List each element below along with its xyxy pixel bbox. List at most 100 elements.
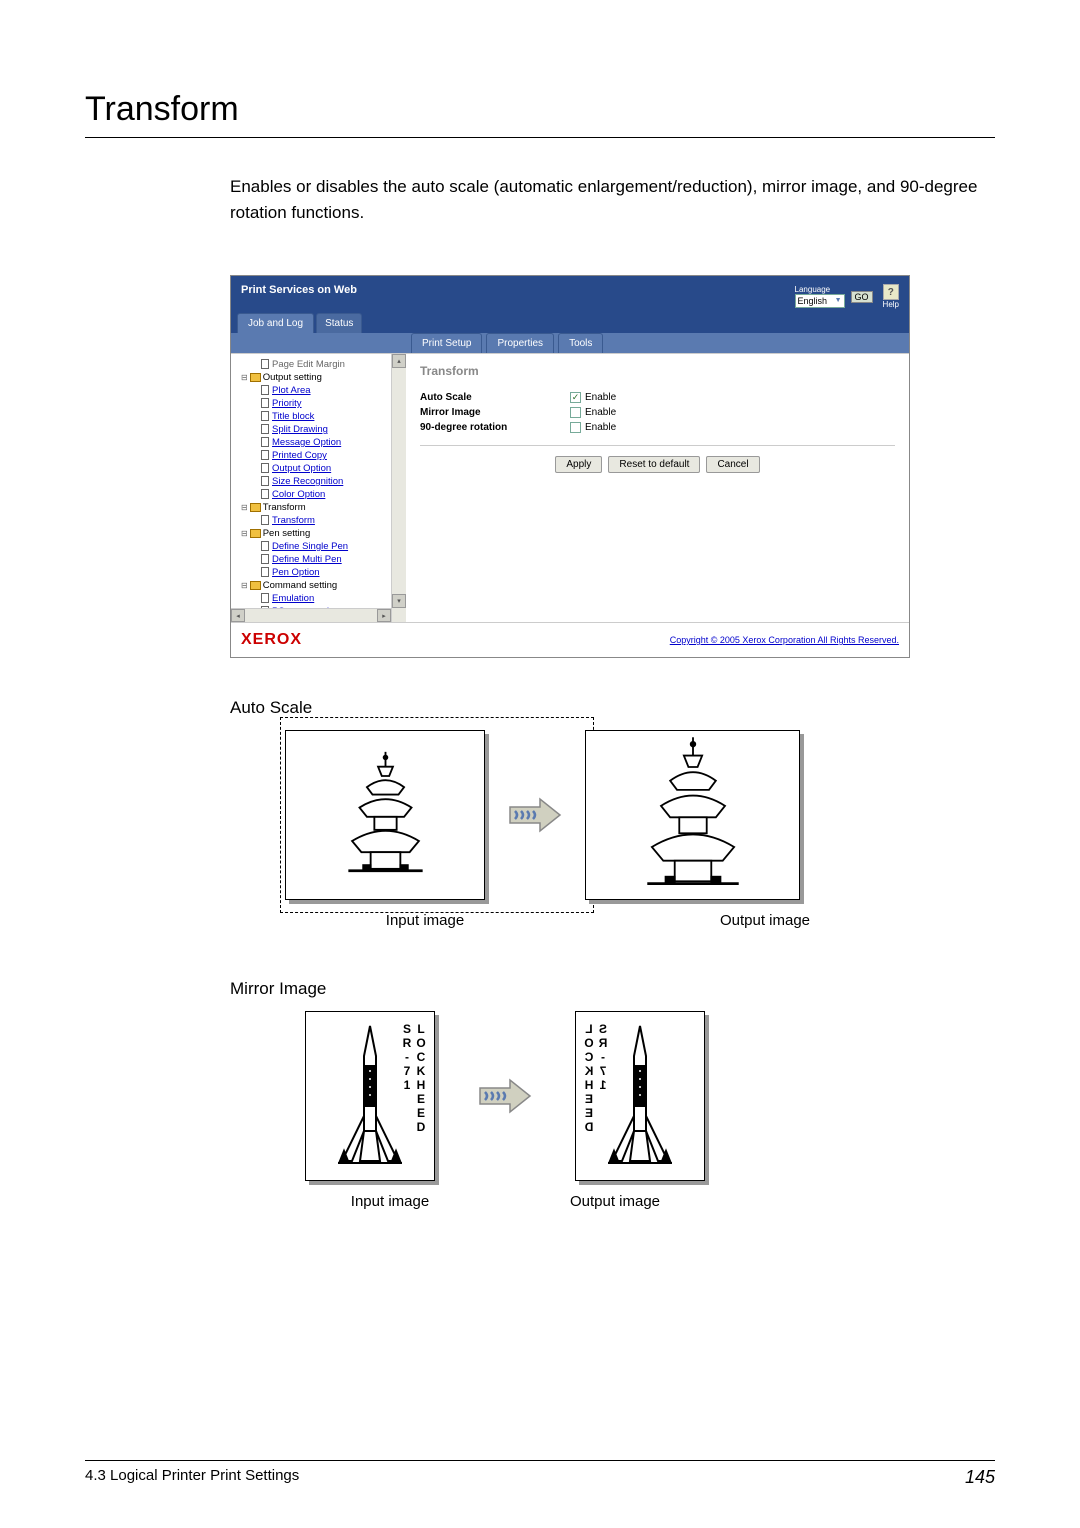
go-button[interactable]: GO	[851, 291, 873, 303]
form-row-autoscale: Auto Scale ✓ Enable	[420, 390, 895, 405]
tree-item[interactable]: Emulation	[233, 592, 403, 605]
mirror-input-box: LOCKHEED SR-71	[305, 1011, 435, 1181]
tree-item[interactable]: Page Edit Margin	[233, 358, 403, 371]
doc-icon	[261, 359, 269, 369]
scrollbar-vertical[interactable]: ▴ ▾	[391, 354, 406, 622]
tab-print-setup[interactable]: Print Setup	[411, 333, 482, 353]
tree-item[interactable]: Color Option	[233, 488, 403, 501]
rocket-icon	[330, 1021, 410, 1171]
input-caption: Input image	[285, 912, 565, 929]
help-label: Help	[883, 300, 899, 309]
tree-item[interactable]: Title block	[233, 410, 403, 423]
tree-item[interactable]: Size Recognition	[233, 475, 403, 488]
autoscale-input-box	[285, 730, 485, 900]
screenshot-panel: Print Services on Web Language English ▼…	[230, 275, 910, 658]
tree-folder-pen[interactable]: Pen setting	[233, 527, 403, 540]
tab-tools[interactable]: Tools	[558, 333, 603, 353]
tree-item[interactable]: Transform	[233, 514, 403, 527]
page-number: 145	[965, 1467, 995, 1488]
doc-icon	[261, 450, 269, 460]
pagoda-icon	[628, 735, 758, 895]
doc-icon	[261, 515, 269, 525]
form-label: Mirror Image	[420, 407, 570, 418]
scroll-right-icon[interactable]: ▸	[377, 609, 391, 622]
mirror-diagram: LOCKHEED SR-71	[305, 1011, 995, 1181]
panel-title: Transform	[420, 364, 895, 378]
input-caption: Input image	[305, 1193, 475, 1210]
checkbox-rotation[interactable]	[570, 422, 581, 433]
tree-item[interactable]: Plot Area	[233, 384, 403, 397]
tab-properties[interactable]: Properties	[486, 333, 554, 353]
tree-folder-output[interactable]: Output setting	[233, 371, 403, 384]
screenshot-footer: XEROX Copyright © 2005 Xerox Corporation…	[231, 622, 909, 657]
tree-item[interactable]: Define Single Pen	[233, 540, 403, 553]
tree-item[interactable]: Message Option	[233, 436, 403, 449]
doc-icon	[261, 398, 269, 408]
tree-item[interactable]: Priority	[233, 397, 403, 410]
form-row-mirror: Mirror Image Enable	[420, 405, 895, 420]
tree-folder-command[interactable]: Command setting	[233, 579, 403, 592]
autoscale-diagram	[285, 730, 995, 900]
scroll-left-icon[interactable]: ◂	[231, 609, 245, 622]
doc-icon	[261, 567, 269, 577]
checkbox-mirror[interactable]	[570, 407, 581, 418]
language-select[interactable]: English ▼	[795, 294, 845, 308]
tree-item[interactable]: Pen Option	[233, 566, 403, 579]
scrollbar-horizontal[interactable]: ◂ ▸	[231, 608, 391, 622]
form-label: 90-degree rotation	[420, 422, 570, 433]
form-row-rotation: 90-degree rotation Enable	[420, 420, 895, 435]
pagoda-icon	[338, 750, 433, 880]
autoscale-label: Auto Scale	[230, 698, 995, 718]
folder-icon	[250, 503, 261, 512]
xerox-logo: XEROX	[241, 631, 302, 649]
rocket-label: LOCKHEED SR-71	[400, 1022, 428, 1180]
doc-icon	[261, 476, 269, 486]
scroll-up-icon[interactable]: ▴	[392, 354, 406, 368]
tree-item[interactable]: Define Multi Pen	[233, 553, 403, 566]
autoscale-captions: Input image Output image	[285, 912, 995, 929]
doc-icon	[261, 541, 269, 551]
intro-text: Enables or disables the auto scale (auto…	[230, 174, 995, 225]
button-row: Apply Reset to default Cancel	[420, 456, 895, 473]
tree-folder-transform[interactable]: Transform	[233, 501, 403, 514]
rocket-icon	[600, 1021, 680, 1171]
mirror-output-box: LOCKHEED SR-71	[575, 1011, 705, 1181]
doc-icon	[261, 593, 269, 603]
apply-button[interactable]: Apply	[555, 456, 602, 473]
doc-icon	[261, 554, 269, 564]
chevron-down-icon: ▼	[835, 297, 842, 304]
tabs-secondary: Print Setup Properties Tools	[231, 333, 909, 354]
tabs-primary: Job and Log Status	[231, 313, 909, 333]
checkbox-autoscale[interactable]: ✓	[570, 392, 581, 403]
tab-status[interactable]: Status	[316, 313, 362, 333]
sidebar-tree: Page Edit Margin Output setting Plot Are…	[231, 354, 406, 622]
tab-job-log[interactable]: Job and Log	[237, 313, 314, 333]
app-title: Print Services on Web	[241, 284, 357, 296]
language-label: Language	[795, 286, 831, 294]
screenshot-header: Print Services on Web Language English ▼…	[231, 276, 909, 313]
output-caption: Output image	[515, 1193, 715, 1210]
checkbox-label: Enable	[585, 407, 616, 418]
doc-icon	[261, 437, 269, 447]
mirror-captions: Input image Output image	[305, 1193, 995, 1210]
checkbox-label: Enable	[585, 422, 616, 433]
help-icon[interactable]: ?	[883, 284, 899, 300]
main-panel: Transform Auto Scale ✓ Enable Mirror Ima…	[406, 354, 909, 622]
divider	[420, 445, 895, 446]
tree-item[interactable]: Split Drawing	[233, 423, 403, 436]
doc-icon	[261, 424, 269, 434]
output-caption: Output image	[625, 912, 905, 929]
folder-icon	[250, 581, 261, 590]
reset-button[interactable]: Reset to default	[608, 456, 700, 473]
doc-icon	[261, 489, 269, 499]
checkbox-label: Enable	[585, 392, 616, 403]
cancel-button[interactable]: Cancel	[706, 456, 759, 473]
form-label: Auto Scale	[420, 392, 570, 403]
tree-item[interactable]: Printed Copy	[233, 449, 403, 462]
tree-item[interactable]: Output Option	[233, 462, 403, 475]
scroll-down-icon[interactable]: ▾	[392, 594, 406, 608]
copyright-link[interactable]: Copyright © 2005 Xerox Corporation All R…	[670, 635, 899, 645]
folder-icon	[250, 373, 261, 382]
arrow-icon	[505, 795, 565, 835]
autoscale-output-box	[585, 730, 800, 900]
